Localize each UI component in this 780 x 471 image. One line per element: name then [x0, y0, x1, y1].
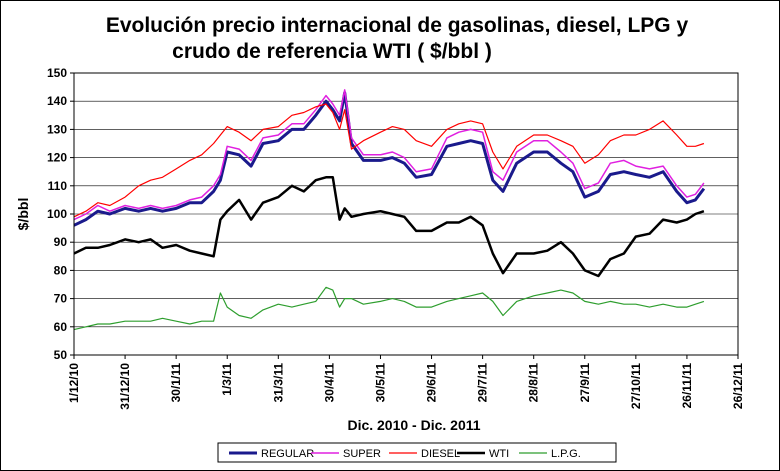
y-tick-label: 100 [47, 207, 67, 221]
y-tick-label: 60 [54, 320, 68, 334]
legend-label: L.P.G. [551, 448, 581, 460]
x-tick-label: 29/6/11 [425, 363, 439, 403]
x-tick-label: 31/12/10 [118, 363, 132, 410]
legend-label: REGULAR [261, 448, 314, 460]
series-line-super [73, 89, 705, 221]
legend: REGULAR SUPER DIESEL WTI L.P.G. [217, 442, 617, 463]
legend-items: REGULAR SUPER DIESEL WTI L.P.G. [229, 448, 581, 460]
x-tick-label: 30/1/11 [169, 363, 183, 403]
legend-label: DIESEL [421, 448, 460, 460]
y-tick-label: 130 [47, 122, 67, 136]
y-tick-label: 120 [47, 151, 67, 165]
chart-title-line-1: Evolución precio internacional de gasoli… [106, 14, 689, 37]
series-line-regular [73, 91, 706, 227]
x-tick-label: 26/11/11 [680, 363, 694, 409]
y-axis-ticks: 50 60 70 80 90 100 110 120 130 140 150 [47, 66, 74, 362]
x-tick-label: 1/12/10 [67, 363, 81, 403]
y-tick-label: 70 [54, 292, 68, 306]
series-line-diesel [73, 103, 705, 218]
series-lines [73, 89, 706, 331]
legend-label: SUPER [343, 448, 381, 460]
x-tick-label: 27/10/11 [629, 363, 643, 409]
series-line-l-p-g [73, 286, 705, 331]
y-tick-label: 150 [47, 66, 67, 80]
x-tick-label: 30/5/11 [373, 363, 387, 403]
y-tick-label: 80 [54, 263, 68, 277]
y-tick-label: 110 [48, 179, 68, 193]
legend-label: WTI [489, 448, 509, 460]
x-tick-label: 26/12/11 [731, 363, 745, 409]
x-axis-ticks: 1/12/10 31/12/10 30/1/11 1/3/11 31/3/11 30/4/… [67, 355, 745, 410]
x-tick-label: 1/3/11 [220, 363, 234, 396]
x-tick-label: 29/7/11 [476, 363, 490, 403]
y-tick-label: 90 [54, 235, 68, 249]
x-tick-label: 30/4/11 [322, 363, 336, 403]
y-tick-label: 140 [47, 94, 67, 108]
series-line-wti [73, 176, 705, 278]
chart-title-line-2: crudo de referencia WTI ( $/bbl ) [172, 40, 492, 63]
grid-lines [74, 100, 738, 328]
y-tick-label: 50 [54, 348, 68, 362]
x-tick-label: 27/9/11 [578, 363, 592, 403]
x-tick-label: 31/3/11 [271, 363, 285, 403]
plot-area-border [73, 72, 739, 356]
y-axis-title: $/bbl [15, 198, 31, 231]
x-tick-label: 28/8/11 [527, 363, 541, 403]
x-axis-title: Dic. 2010 - Dic. 2011 [347, 417, 480, 433]
